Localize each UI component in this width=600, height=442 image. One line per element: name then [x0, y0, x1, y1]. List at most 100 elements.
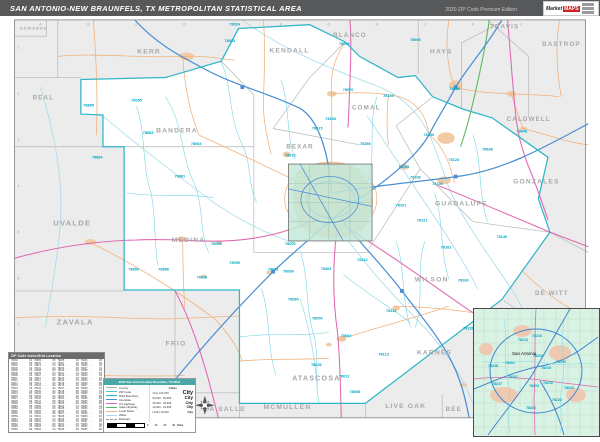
zip-index-row: 78069....... C5	[34, 359, 56, 362]
inset-city-label: San Antonio	[512, 351, 537, 356]
zip-index-row: 78257....... C3	[80, 409, 102, 413]
legend-swatch	[106, 391, 117, 393]
zip-index-row: 78012....... D6	[11, 379, 33, 383]
zip-index-row: 78213....... C3	[57, 376, 79, 380]
legend-swatch	[106, 406, 117, 408]
scale-tick: 20	[163, 423, 167, 427]
zip-index-row: 78216....... C3	[57, 384, 79, 388]
map-legend: 2020 San Antonio-New Braunfels, TX MSA C…	[103, 378, 196, 433]
zip-index-row: 78055....... B2	[11, 409, 33, 413]
legend-feature-label: Interstate	[119, 397, 132, 402]
zip-index-row: 78247....... D3	[80, 384, 102, 388]
zip-index-header: ZIP Code Index/Grid Location	[9, 353, 104, 359]
county-label: BANDERA	[156, 127, 198, 134]
zip-index-row: 78133....... D2	[34, 394, 56, 398]
legend-feature-label: US Highway	[119, 401, 135, 406]
zip-index-row: 78063....... B3	[11, 420, 33, 424]
zip-index-row: 78008....... E6	[11, 371, 33, 375]
zip-index-row: 78235....... D4	[80, 361, 102, 365]
edition-label: 2020 ZIP Code Premium Edition	[445, 7, 517, 13]
county-label: COMAL	[352, 104, 381, 111]
zip-index-row: 78215....... D3	[57, 381, 79, 385]
zip-index-row: 78218....... D3	[57, 389, 79, 393]
zip-label: 78161	[441, 246, 453, 250]
zip-index-row: 78238....... C3	[80, 369, 102, 373]
zip-label: 7	[17, 323, 19, 327]
zip-label: C	[135, 23, 138, 27]
zip-index-row: 78234....... D3	[80, 359, 102, 362]
zip-label: 78220	[564, 386, 574, 390]
zip-label: 3	[17, 138, 19, 142]
legend-feature-row: US Highway	[106, 402, 147, 406]
zip-index-row: 78221....... C4	[57, 397, 79, 401]
zip-label: D	[183, 23, 186, 27]
zip-index-row: 78004....... C2	[11, 364, 33, 368]
zip-index-row: 78248....... C3	[80, 387, 102, 391]
zip-index-row: 78163....... C2	[34, 417, 56, 421]
legend-feature-row: County	[106, 386, 147, 390]
zip-index-body: 78002....... C4 78003....... B3 78004.......…	[9, 359, 104, 433]
zip-index-row: 78259....... D2	[80, 415, 102, 419]
grid-edge-labels: ABCDEFGHJKL12345678	[17, 23, 522, 373]
county-label: HAYS	[430, 49, 453, 56]
county-label: GUADALUPE	[435, 200, 488, 207]
zip-index-row: 78236....... C4	[80, 364, 102, 368]
zip-index-row: 78002....... C4	[11, 359, 33, 362]
county-label: TRAVIS	[490, 24, 519, 31]
zip-label: 78026	[311, 363, 322, 367]
zip-index-row: 78161....... D4	[34, 415, 56, 419]
map-title: SAN ANTONIO-NEW BRAUNFELS, TX METROPOLIT…	[10, 4, 302, 13]
county-label: LA SALLE	[204, 406, 246, 413]
legend-feature-label: Railroad	[119, 417, 130, 422]
zip-index-row: 78140....... E4	[34, 397, 56, 401]
zip-label: 78133	[383, 94, 394, 98]
inset-zip-lines	[481, 318, 597, 434]
inset-street-grid	[474, 309, 598, 435]
county-label: WILSON	[415, 276, 449, 283]
zip-label: 78013	[225, 39, 236, 43]
zip-index-row: 78266....... D2	[80, 427, 102, 431]
scale-tick: 10	[154, 423, 158, 427]
zip-index-row: 78023....... C3	[11, 389, 33, 393]
zip-label: 78154	[398, 165, 410, 169]
zip-label: 78024	[229, 23, 241, 27]
zip-index-row: 78050....... D5	[11, 404, 33, 408]
zip-label: 78016	[197, 275, 208, 279]
zip-index-row: 78204....... C4	[34, 427, 56, 431]
zip-index-row: 78108....... D3	[34, 369, 56, 373]
zip-index-row: 78024....... B1	[11, 392, 33, 396]
zip-label: 5	[17, 230, 19, 234]
zip-index-row: 78227....... C4	[57, 412, 79, 416]
scale-unit: Miles	[177, 423, 184, 427]
zip-index-row: 78026....... D5	[11, 394, 33, 398]
zip-label: 78886	[158, 268, 169, 272]
county-label: ATASCOSA	[292, 373, 341, 382]
zip-label: 78223	[552, 398, 562, 402]
zip-index-row: 78130....... E3	[34, 389, 56, 393]
zip-index-row: 78028....... B2	[11, 399, 33, 403]
zip-index-row: 78253....... B3	[80, 399, 102, 403]
zip-label: 78114	[386, 309, 397, 313]
zip-index-row: 78064....... D5	[11, 422, 33, 426]
inset-interstates	[474, 309, 599, 436]
county-label: FRIO	[166, 341, 187, 348]
zip-index-row: 78239....... D3	[80, 371, 102, 375]
inset-us-highways	[474, 309, 599, 436]
county-label: LIVE OAK	[385, 403, 426, 410]
main-map: EDWARDS KERR REAL KENDALL BLANCO HAYS TRAVIS BA…	[0, 17, 600, 437]
zip-label: 78059	[229, 261, 240, 265]
zip-index-row: 78003....... B3	[11, 361, 33, 365]
legend-feature-row: State Highway	[106, 405, 147, 409]
zip-label: 78228	[488, 364, 498, 368]
legend-swatch	[106, 395, 117, 397]
county-label: KARNES	[417, 349, 452, 356]
county-label: DE WITT	[535, 290, 569, 297]
zip-index-row: 78113....... E5	[34, 376, 56, 380]
county-label: UVALDE	[53, 219, 91, 228]
zip-index-row: 78231....... C3	[57, 422, 79, 426]
zip-label: 78210	[543, 381, 553, 385]
legend-feature-label: Water	[119, 413, 127, 418]
county-label: KERR	[137, 49, 161, 56]
zip-label: 78861	[175, 175, 187, 179]
downtown-inset-map: 78213 78216 78228 78201 78212 78215 78209 78207…	[473, 308, 600, 437]
